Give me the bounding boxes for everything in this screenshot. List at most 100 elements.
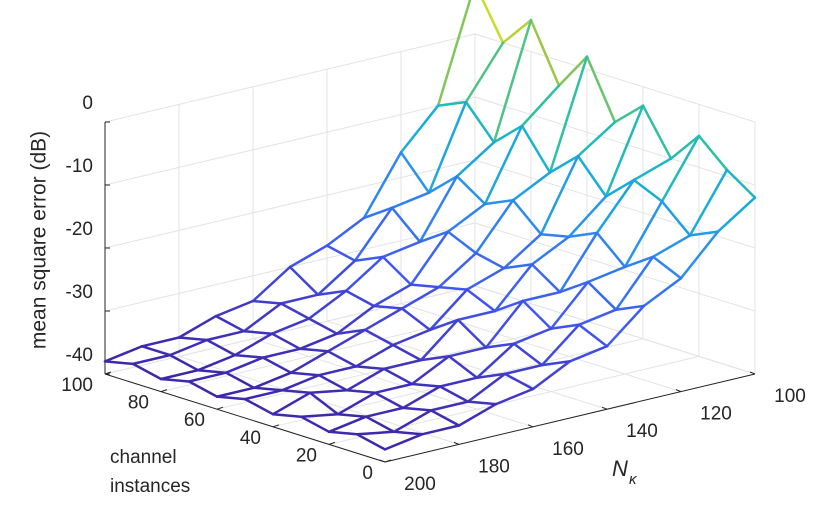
mesh-edge — [233, 353, 265, 359]
mesh-edge — [558, 231, 599, 294]
mesh-edge — [725, 168, 757, 199]
mesh-edge — [614, 304, 646, 311]
mesh-edge — [251, 299, 283, 305]
grid-line — [104, 33, 476, 123]
x-tick-label: 100 — [774, 386, 806, 407]
tick — [675, 389, 682, 393]
mesh-edge — [492, 124, 524, 144]
mesh-edge — [409, 283, 441, 289]
mesh-edge — [335, 328, 367, 335]
mesh-edge — [363, 328, 395, 347]
grid-line — [252, 338, 534, 428]
mesh-edge — [465, 288, 497, 313]
mesh-edge — [242, 329, 274, 335]
mesh-edge — [131, 353, 172, 366]
mesh-edge — [372, 304, 404, 310]
mesh-edge — [613, 104, 645, 124]
mesh-edge — [279, 293, 320, 305]
mesh-edge — [215, 395, 247, 401]
mesh-edge — [642, 276, 683, 308]
y-tick-label: 20 — [296, 445, 317, 466]
tick — [272, 424, 280, 428]
mesh-edge — [168, 353, 200, 372]
y-tick-label: 80 — [128, 393, 149, 414]
mesh-edge — [466, 372, 507, 403]
mesh-edge — [456, 309, 497, 322]
mesh-edge — [383, 433, 424, 451]
mesh-edge — [401, 385, 442, 410]
mesh-edge — [251, 265, 292, 303]
mesh-edge — [418, 175, 459, 244]
mesh-edge — [353, 255, 385, 262]
mesh-edge — [688, 168, 729, 237]
mesh-edge — [539, 154, 580, 236]
mesh-edge — [344, 255, 385, 293]
mesh-edge — [344, 289, 376, 308]
mesh-edge — [530, 263, 562, 294]
x-axis-label: N — [612, 456, 628, 481]
mesh-edge — [419, 318, 460, 362]
mesh-edge — [307, 289, 348, 320]
mesh-edge — [427, 175, 459, 194]
mesh-edge — [391, 343, 423, 362]
mesh-edge — [362, 206, 394, 220]
y-axis-label: channel — [110, 447, 177, 468]
tick — [601, 406, 608, 410]
mesh-edge — [632, 157, 673, 182]
mesh-edge — [140, 336, 181, 348]
mesh-edge — [641, 104, 673, 160]
mesh-edge — [280, 373, 321, 392]
mesh-edge — [492, 18, 533, 144]
tick — [527, 424, 534, 428]
mesh-edge — [354, 343, 395, 368]
mesh-edge — [446, 230, 478, 255]
y-tick-label: 40 — [240, 428, 261, 449]
mesh-edge — [614, 255, 655, 311]
x-tick-label: 180 — [478, 456, 510, 477]
mesh-edge — [688, 230, 720, 237]
y-tick-label: 60 — [184, 410, 205, 431]
mesh-edge — [224, 356, 265, 374]
mesh-edge — [279, 302, 311, 320]
mesh-edge — [529, 18, 561, 87]
mesh-edge — [355, 430, 396, 436]
mesh-edge — [271, 391, 312, 416]
z-axis-label: mean square error (dB) — [28, 131, 51, 349]
mesh-edge — [428, 318, 460, 332]
mesh-edge — [159, 377, 191, 383]
mesh-edge — [336, 412, 368, 418]
mesh-edge — [243, 397, 275, 416]
mesh-edge — [539, 232, 571, 238]
z-tick-label: -10 — [66, 156, 93, 177]
mesh-edge — [549, 280, 590, 330]
mesh-edge — [436, 100, 468, 108]
mesh-edge — [280, 389, 312, 395]
mesh-edge — [447, 346, 488, 358]
mesh-edge — [410, 355, 451, 386]
mesh-edge — [373, 391, 405, 410]
mesh-edge — [400, 307, 432, 332]
mesh-edge — [409, 230, 450, 286]
mesh-edge — [521, 299, 553, 330]
mesh-edge — [632, 178, 664, 203]
mesh-edge — [187, 380, 219, 398]
grid-line — [474, 285, 756, 375]
z-tick-label: -20 — [66, 219, 93, 240]
mesh-edge — [307, 317, 339, 335]
mesh-edge — [196, 368, 228, 374]
grid-line — [474, 222, 756, 312]
x-axis — [384, 373, 756, 463]
mesh-edge — [261, 356, 293, 374]
mesh-edge — [372, 283, 413, 308]
mesh-edge — [605, 304, 646, 348]
mesh-edge — [140, 345, 172, 357]
tick — [453, 441, 460, 445]
mesh-edge — [576, 154, 608, 198]
mesh-edge — [364, 406, 405, 418]
mesh-edge — [716, 196, 757, 233]
tick — [160, 389, 168, 393]
mesh-edge — [382, 367, 414, 386]
mesh-edge — [419, 355, 451, 362]
mesh-edge — [214, 299, 255, 318]
